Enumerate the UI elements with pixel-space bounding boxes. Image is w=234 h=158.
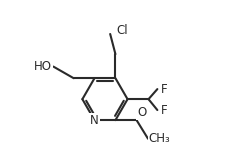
Text: F: F [161,103,168,117]
Text: F: F [161,83,168,96]
Text: N: N [90,114,99,127]
Text: Cl: Cl [116,24,128,37]
Text: CH₃: CH₃ [149,132,171,145]
Text: O: O [137,106,146,119]
Text: HO: HO [34,60,52,73]
